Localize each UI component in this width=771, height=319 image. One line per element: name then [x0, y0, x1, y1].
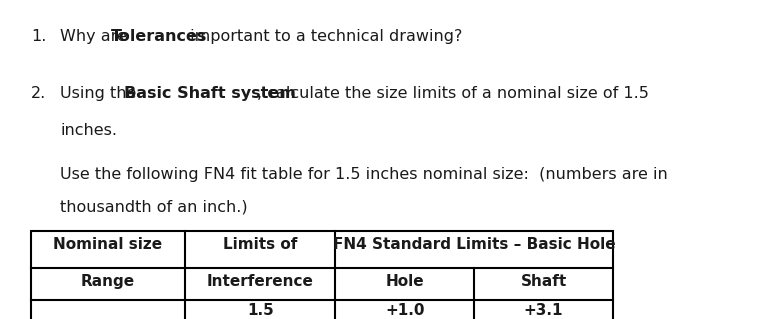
Text: FN4 Standard Limits – Basic Hole: FN4 Standard Limits – Basic Hole [333, 237, 615, 252]
Text: 1.: 1. [31, 29, 46, 44]
Text: +3.1: +3.1 [524, 303, 564, 318]
Text: Shaft: Shaft [520, 274, 567, 289]
Text: Use the following FN4 fit table for 1.5 inches nominal size:  (numbers are in: Use the following FN4 fit table for 1.5 … [60, 167, 668, 182]
Text: Range: Range [81, 274, 135, 289]
Text: 2.: 2. [31, 86, 46, 101]
Text: Why are: Why are [60, 29, 132, 44]
Text: 1.5: 1.5 [247, 303, 274, 318]
Text: Basic Shaft system: Basic Shaft system [124, 86, 296, 101]
Text: , calculate the size limits of a nominal size of 1.5: , calculate the size limits of a nominal… [257, 86, 648, 101]
Text: Limits of: Limits of [223, 237, 298, 252]
Text: Nominal size: Nominal size [53, 237, 163, 252]
Text: Tolerances: Tolerances [111, 29, 207, 44]
Bar [31, 231, 613, 319]
Text: inches.: inches. [60, 123, 117, 138]
Text: important to a technical drawing?: important to a technical drawing? [185, 29, 463, 44]
Text: Using the: Using the [60, 86, 142, 101]
Text: +1.0: +1.0 [385, 303, 425, 318]
Text: Hole: Hole [386, 274, 424, 289]
Text: thousandth of an inch.): thousandth of an inch.) [60, 199, 247, 214]
Text: Interference: Interference [207, 274, 314, 289]
